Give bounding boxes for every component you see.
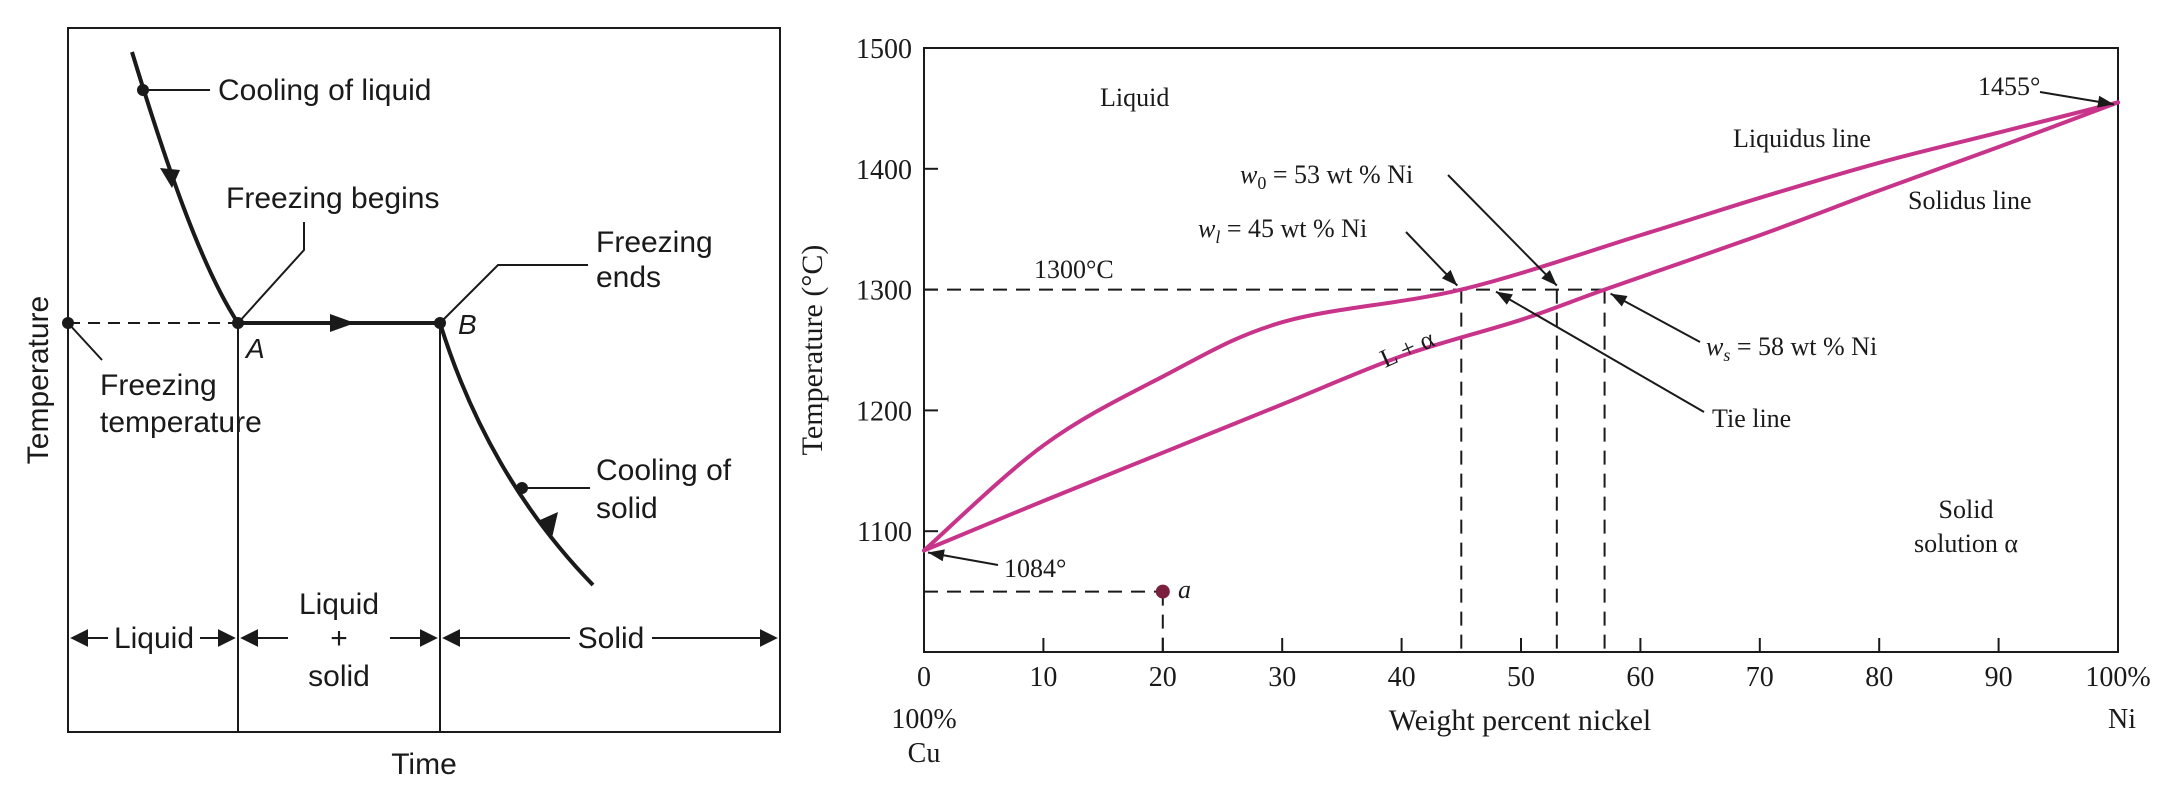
label-cooling-of-solid-2: solid (596, 492, 658, 525)
w0-subscript: 0 (1257, 173, 1266, 193)
y-tick-label-1400: 1400 (856, 155, 912, 186)
x-tick-label-20: 20 (1149, 662, 1177, 693)
region-liquid-label: Liquid (114, 622, 194, 655)
y-axis-label-temperature-c: Temperature (°C) (796, 245, 829, 456)
region-liquid-solid-label-1: Liquid (299, 588, 379, 621)
curve-arrow-2 (330, 314, 355, 332)
x-tick-label-80: 80 (1865, 662, 1893, 693)
x-tick-label-10: 10 (1029, 662, 1057, 693)
annotation-liquid: Liquid (1100, 83, 1169, 112)
x-tick-label-60: 60 (1626, 662, 1654, 693)
curve-arrow-3 (540, 512, 558, 538)
leader-freezing-ends (439, 264, 588, 324)
annotation-ws: ws = 58 wt % Ni (1706, 332, 1877, 365)
ws-value: = 58 wt % Ni (1730, 332, 1877, 361)
leader-1455-head (2097, 95, 2114, 108)
ws-subscript: s (1723, 345, 1730, 365)
label-cooling-of-solid-1: Cooling of (596, 454, 732, 487)
leader-w0-head (1541, 269, 1557, 286)
annotation-1300c: 1300°C (1034, 255, 1114, 284)
annotation-tie-line: Tie line (1712, 404, 1791, 433)
phase-diagram-marks (927, 91, 2115, 599)
label-cooling-of-liquid: Cooling of liquid (218, 74, 431, 107)
x-axis-label-time: Time (391, 748, 457, 781)
curve-arrow-1 (160, 168, 180, 188)
leader-wl-head (1441, 269, 1458, 286)
leader-tie-line-head (1496, 291, 1513, 305)
liquidus-line (922, 100, 2120, 553)
annotation-1455: 1455° (1978, 72, 2040, 101)
x-right-label-ni: Ni (2108, 704, 2136, 735)
leader-freezing-temperature (67, 322, 103, 361)
phase-diagram-ticks: 0 10 20 30 40 50 60 70 80 90 100% 1100 1200 1300 1400 1… (856, 34, 2151, 693)
label-freezing-ends-1: Freezing (596, 226, 713, 259)
y-axis-label-temperature: Temperature (22, 296, 55, 464)
x-tick-label-0: 0 (917, 662, 931, 693)
label-point-a: A (244, 333, 265, 364)
w0-symbol: w (1240, 160, 1258, 189)
wl-value: = 45 wt % Ni (1220, 214, 1367, 243)
x-tick-label-90: 90 (1985, 662, 2013, 693)
label-freezing-temperature-1: Freezing (100, 369, 217, 402)
phase-diagram-plot-frame (923, 47, 2119, 653)
annotation-solidus-line: Solidus line (1908, 186, 2032, 215)
region-liquid-solid-label-2: + (330, 622, 348, 655)
leader-freezing-begins (237, 222, 305, 324)
cooling-curve-panel: Cooling of liquid Freezing begins Freezi… (22, 27, 781, 781)
cooling-solid-curve (438, 322, 595, 587)
region-solid-label: Solid (578, 622, 645, 655)
y-tick-label-1500: 1500 (856, 34, 912, 65)
cooling-curve-frame (67, 27, 781, 733)
x-axis-label-weight-percent: Weight percent nickel (1389, 704, 1651, 737)
x-tick-label-50: 50 (1507, 662, 1535, 693)
annotation-solid-2: solution α (1914, 529, 2018, 558)
annotation-1084: 1084° (1004, 554, 1066, 583)
phase-diagram-curves (922, 100, 2120, 553)
annotation-wl: wl = 45 wt % Ni (1198, 214, 1367, 247)
annotation-liquidus-line: Liquidus line (1733, 124, 1871, 153)
phase-diagram-panel: 0 10 20 30 40 50 60 70 80 90 100% 1100 1200 1300 1400 1… (796, 34, 2151, 769)
x-tick-label-30: 30 (1268, 662, 1296, 693)
label-freezing-ends-2: ends (596, 261, 661, 294)
leader-ws-head (1610, 293, 1628, 307)
ws-symbol: w (1706, 332, 1724, 361)
x-tick-label-100: 100% (2085, 662, 2150, 693)
y-tick-label-1100: 1100 (857, 517, 912, 548)
label-point-b: B (458, 309, 477, 340)
label-freezing-temperature-2: temperature (100, 406, 262, 439)
leader-w0-line (1447, 174, 1558, 287)
y-tick-label-1300: 1300 (856, 276, 912, 307)
y-tick-label-1200: 1200 (856, 396, 912, 427)
point-a-dot (1155, 584, 1170, 599)
wl-subscript: l (1215, 227, 1220, 247)
leader-tie-line-line (1495, 290, 1705, 413)
x-tick-label-70: 70 (1746, 662, 1774, 693)
phase-diagram-guides (924, 288, 1606, 652)
annotation-point-a: a (1178, 575, 1191, 604)
x-left-label-cu: Cu (908, 738, 941, 769)
annotation-w0: w0 = 53 wt % Ni (1240, 160, 1413, 193)
label-freezing-begins: Freezing begins (226, 182, 439, 215)
region-liquid-solid-label-3: solid (308, 660, 370, 693)
x-left-label-100-percent: 100% (891, 704, 956, 735)
solidus-line (922, 100, 2120, 553)
leader-ws-line (1610, 292, 1701, 343)
w0-value: = 53 wt % Ni (1266, 160, 1413, 189)
wl-symbol: w (1198, 214, 1216, 243)
x-tick-label-40: 40 (1388, 662, 1416, 693)
leader-1084-head (928, 549, 945, 562)
annotation-solid-1: Solid (1939, 495, 1994, 524)
annotation-two-phase-region: L + α (1376, 324, 1439, 374)
